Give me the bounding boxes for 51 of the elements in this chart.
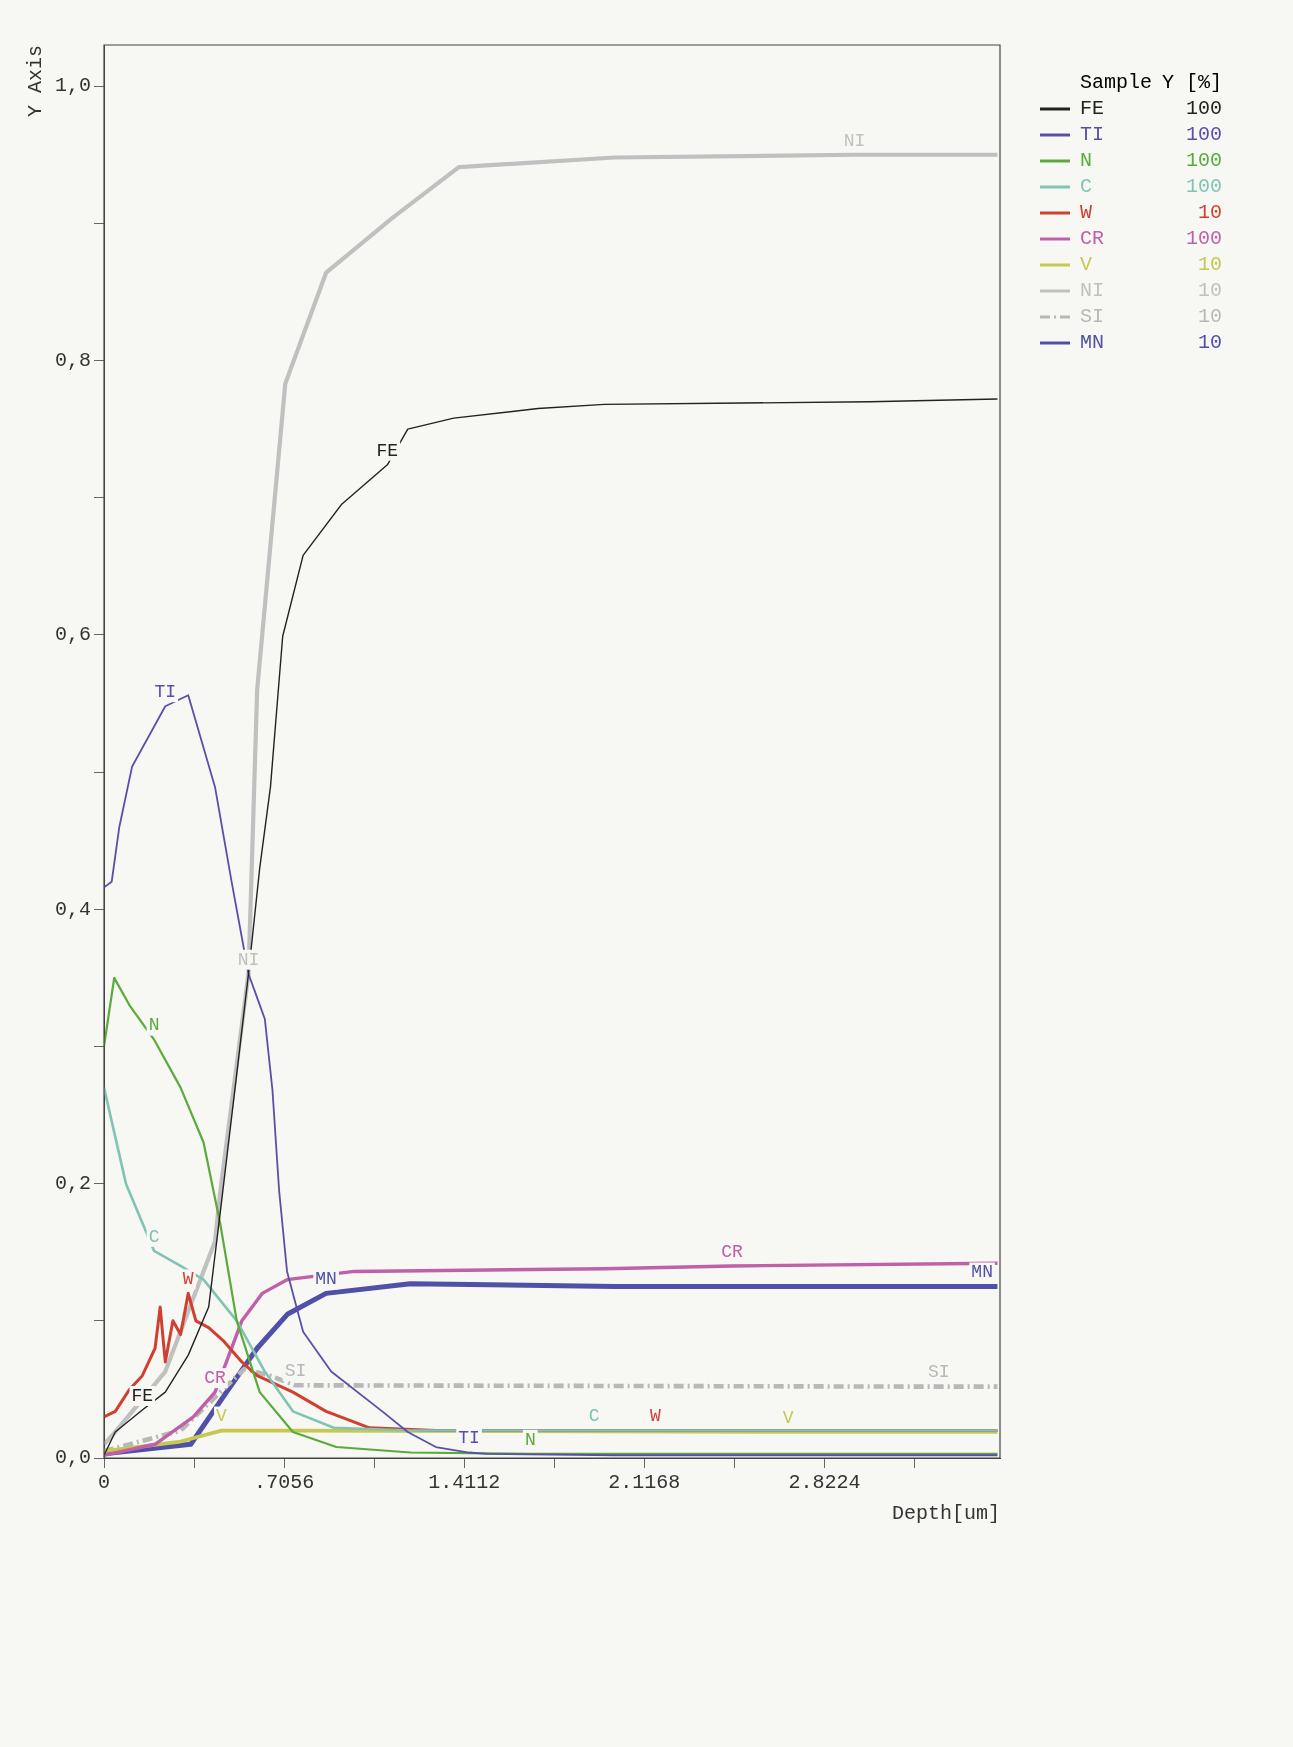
legend-label: C (1080, 174, 1093, 200)
text: 10 (1197, 304, 1224, 330)
annotation: SI (927, 1362, 950, 1383)
y-tick-label: 1,0 (54, 74, 92, 98)
annotation: CR (721, 1241, 743, 1262)
y-axis-title: Y Axis (24, 45, 48, 118)
legend-label: V (1080, 252, 1093, 278)
x-tick-label: 1.4112 (428, 1471, 501, 1495)
text: Y [%] (1162, 70, 1224, 96)
text: 100 (1185, 226, 1224, 252)
annotation: N (524, 1429, 536, 1450)
legend-label: FE (1080, 96, 1105, 122)
text: 10 (1197, 330, 1224, 356)
text: 100 (1185, 174, 1224, 200)
annotation: MN (971, 1262, 993, 1283)
legend-label: MN (1080, 330, 1105, 356)
y-tick-label: 0,0 (54, 1446, 92, 1470)
legend-label: W (1080, 200, 1093, 226)
legend-title: Sample (1080, 70, 1153, 96)
annotation: V (216, 1406, 228, 1427)
annotation: FE (376, 440, 399, 461)
annotation: TI (458, 1428, 480, 1449)
text: 100 (1185, 96, 1224, 122)
annotation: W (649, 1406, 661, 1427)
y-tick-label: 0,4 (54, 897, 92, 921)
legend-label: TI (1080, 122, 1105, 148)
x-tick-label: 2.1168 (608, 1471, 681, 1495)
legend-label: CR (1080, 226, 1105, 252)
annotation: CR (204, 1367, 227, 1388)
x-tick-label: .7056 (254, 1471, 315, 1495)
legend-label: N (1080, 148, 1093, 174)
annotation: C (148, 1226, 160, 1247)
annotation: C (588, 1406, 600, 1427)
text: 10 (1197, 200, 1224, 226)
annotation: V (782, 1407, 794, 1428)
y-tick-label: 0,2 (54, 1171, 92, 1195)
text: 100 (1185, 122, 1224, 148)
annotation: FE (131, 1385, 154, 1406)
annotation: TI (154, 681, 177, 702)
legend-label: SI (1080, 304, 1105, 330)
text: 100 (1185, 148, 1224, 174)
annotation: W (182, 1269, 194, 1290)
x-tick-label: 0 (98, 1471, 111, 1495)
annotation: N (148, 1015, 160, 1036)
x-tick-label: 2.8224 (788, 1471, 861, 1495)
x-axis-title: Depth[um] (891, 1502, 1000, 1526)
y-tick-label: 0,6 (54, 623, 92, 647)
annotation: MN (315, 1269, 337, 1290)
text: 10 (1197, 252, 1224, 278)
y-tick-label: 0,8 (54, 348, 92, 372)
annotation: SI (284, 1361, 307, 1382)
